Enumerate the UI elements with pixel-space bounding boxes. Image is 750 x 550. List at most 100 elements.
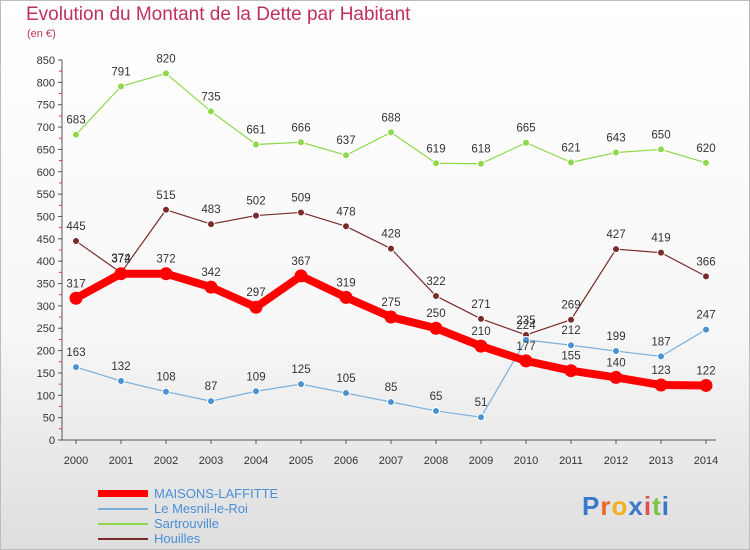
data-point [432, 292, 440, 301]
data-label: 342 [201, 267, 220, 279]
data-label: 367 [291, 256, 310, 268]
logo-letter: i [643, 491, 653, 521]
data-label: 163 [66, 347, 85, 359]
data-point [432, 406, 440, 415]
data-point [432, 159, 440, 168]
data-label: 177 [516, 341, 535, 353]
y-tick-label: 450 [37, 234, 55, 246]
data-label: 372 [111, 254, 130, 266]
data-point [657, 248, 665, 257]
data-point [564, 364, 578, 378]
data-point [612, 347, 620, 356]
data-label: 688 [381, 112, 400, 124]
data-point [612, 148, 620, 157]
y-tick-label: 650 [37, 144, 55, 156]
data-label: 108 [156, 372, 175, 384]
y-tick-label: 600 [37, 167, 55, 179]
data-point [117, 376, 125, 385]
data-point [342, 222, 350, 231]
data-label: 621 [561, 142, 580, 154]
data-point [519, 354, 533, 368]
data-label: 665 [516, 123, 535, 135]
x-tick-label: 2008 [424, 455, 448, 467]
legend-swatch [98, 523, 148, 525]
data-label: 445 [66, 221, 85, 233]
logo-letter: r [600, 491, 612, 521]
data-point [567, 341, 575, 350]
data-point [702, 158, 710, 167]
x-tick-label: 2014 [694, 455, 718, 467]
data-point [522, 138, 530, 147]
x-tick-label: 2013 [649, 455, 673, 467]
data-label: 235 [516, 315, 535, 327]
data-point [207, 220, 215, 229]
legend-label: Le Mesnil-le-Roi [154, 501, 248, 516]
logo-letter: i [661, 491, 670, 521]
data-label: 643 [606, 133, 625, 145]
logo-letter: P [582, 491, 601, 521]
y-tick-label: 250 [37, 323, 55, 335]
data-label: 419 [651, 233, 670, 245]
legend-swatch [98, 538, 148, 540]
data-label: 85 [385, 382, 398, 394]
data-label: 428 [381, 229, 400, 241]
y-tick-label: 700 [37, 122, 55, 134]
data-point [522, 335, 530, 344]
legend-label: Houilles [154, 531, 201, 546]
data-label: 618 [471, 144, 490, 156]
data-point [657, 352, 665, 361]
data-point [384, 310, 398, 324]
data-point [297, 380, 305, 389]
data-point [387, 244, 395, 253]
data-point [477, 159, 485, 168]
data-point [162, 69, 170, 78]
y-tick-label: 750 [37, 100, 55, 112]
data-point [657, 145, 665, 154]
data-label: 791 [111, 66, 130, 78]
data-point [699, 378, 713, 392]
data-label: 509 [291, 192, 310, 204]
proxiti-logo: Proxiti [582, 491, 670, 522]
data-label: 275 [381, 297, 400, 309]
data-label: 427 [606, 229, 625, 241]
x-tick-label: 2003 [199, 455, 223, 467]
data-label: 502 [246, 196, 265, 208]
x-tick-label: 2001 [109, 455, 133, 467]
data-label: 140 [606, 357, 625, 369]
y-tick-label: 850 [37, 55, 55, 67]
data-point [477, 413, 485, 422]
x-tick-label: 2004 [244, 455, 268, 467]
data-label: 317 [66, 278, 85, 290]
logo-letter: o [611, 491, 629, 521]
chart-title: Evolution du Montant de la Dette par Hab… [26, 4, 411, 25]
data-point [72, 130, 80, 139]
data-label: 123 [651, 365, 670, 377]
x-tick-label: 2012 [604, 455, 628, 467]
data-point [477, 314, 485, 323]
logo-letter: t [652, 491, 662, 521]
x-tick-label: 2007 [379, 455, 403, 467]
data-label: 666 [291, 122, 310, 134]
data-label: 319 [336, 277, 355, 289]
y-tick-label: 500 [37, 211, 55, 223]
data-point [207, 107, 215, 116]
data-label: 250 [426, 308, 445, 320]
y-tick-label: 550 [37, 189, 55, 201]
chart-subtitle: (en €) [27, 28, 56, 40]
logo-letter: x [628, 491, 644, 521]
y-tick-label: 300 [37, 301, 55, 313]
data-point [117, 82, 125, 91]
data-label: 212 [561, 325, 580, 337]
data-label: 132 [111, 361, 130, 373]
data-label: 322 [426, 276, 445, 288]
data-point [654, 378, 668, 392]
data-point [342, 151, 350, 160]
data-point [252, 140, 260, 149]
data-point [387, 398, 395, 406]
y-tick-label: 400 [37, 256, 55, 268]
data-label: 637 [336, 135, 355, 147]
data-label: 683 [66, 115, 85, 127]
data-label: 820 [156, 53, 175, 65]
y-tick-label: 50 [43, 413, 55, 425]
data-label: 515 [156, 190, 175, 202]
